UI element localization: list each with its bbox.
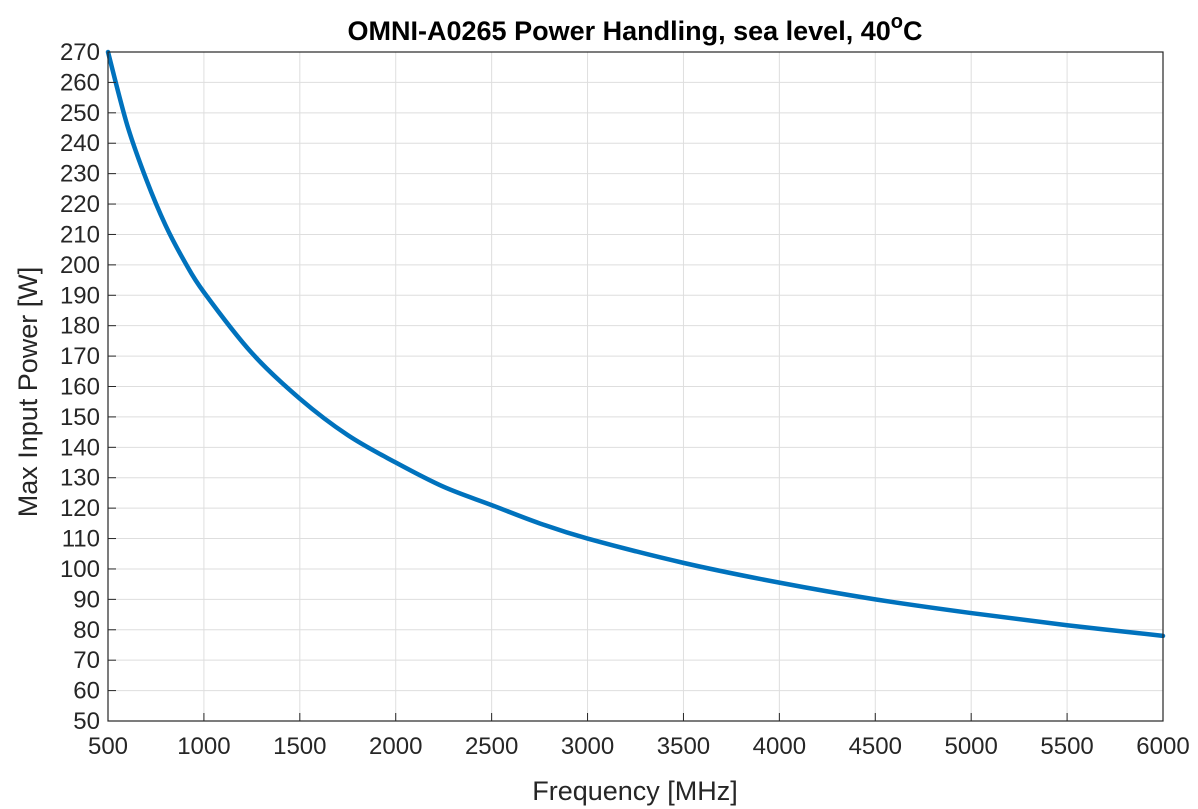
chart-title: OMNI-A0265 Power Handling, sea level, 40…	[348, 11, 923, 46]
y-tick-label: 200	[60, 252, 100, 279]
x-tick-label: 4500	[849, 733, 902, 760]
y-tick-label: 100	[60, 556, 100, 583]
y-tick-label: 70	[73, 647, 100, 674]
x-tick-label: 5500	[1040, 733, 1093, 760]
x-tick-label: 1500	[273, 733, 326, 760]
y-tick-label: 140	[60, 434, 100, 461]
y-tick-label: 150	[60, 404, 100, 431]
series-line-group	[105, 49, 1166, 639]
y-tick-label: 220	[60, 191, 100, 218]
y-tick-label: 270	[60, 39, 100, 66]
x-tick-label: 500	[88, 733, 128, 760]
x-tick-label: 3000	[561, 733, 614, 760]
title-superscript: o	[891, 11, 903, 33]
y-tick-label: 210	[60, 221, 100, 248]
y-tick-label: 260	[60, 69, 100, 96]
title-suffix: C	[903, 16, 923, 46]
x-tick-label: 5000	[944, 733, 997, 760]
y-tick-label: 50	[73, 708, 100, 735]
x-tick-label: 4000	[753, 733, 806, 760]
y-axis-label: Max Input Power [W]	[13, 267, 43, 518]
y-tick-label: 240	[60, 130, 100, 157]
tick-labels: 500 1000 1500 2000 2500 3000 3500 4000 4500 5000 5…	[60, 39, 1190, 760]
x-tick-label: 6000	[1136, 733, 1189, 760]
y-tick-label: 170	[60, 343, 100, 370]
y-tick-label: 80	[73, 617, 100, 644]
series-line-0	[105, 49, 1166, 639]
x-tick-label: 2500	[465, 733, 518, 760]
y-tick-label: 60	[73, 678, 100, 705]
x-axis-label: Frequency [MHz]	[532, 776, 738, 806]
y-tick-label: 250	[60, 100, 100, 127]
y-tick-label: 160	[60, 374, 100, 401]
grid	[107, 51, 1164, 722]
x-tick-label: 3500	[657, 733, 710, 760]
y-tick-label: 230	[60, 161, 100, 188]
title-text: OMNI-A0265 Power Handling, sea level, 40	[348, 16, 891, 46]
y-tick-label: 120	[60, 495, 100, 522]
y-tick-label: 90	[73, 586, 100, 613]
x-tick-label: 1000	[177, 733, 230, 760]
x-tick-label: 2000	[369, 733, 422, 760]
y-tick-label: 130	[60, 465, 100, 492]
y-tick-label: 180	[60, 313, 100, 340]
y-tick-label: 110	[62, 526, 100, 553]
y-tick-label: 190	[60, 282, 100, 309]
